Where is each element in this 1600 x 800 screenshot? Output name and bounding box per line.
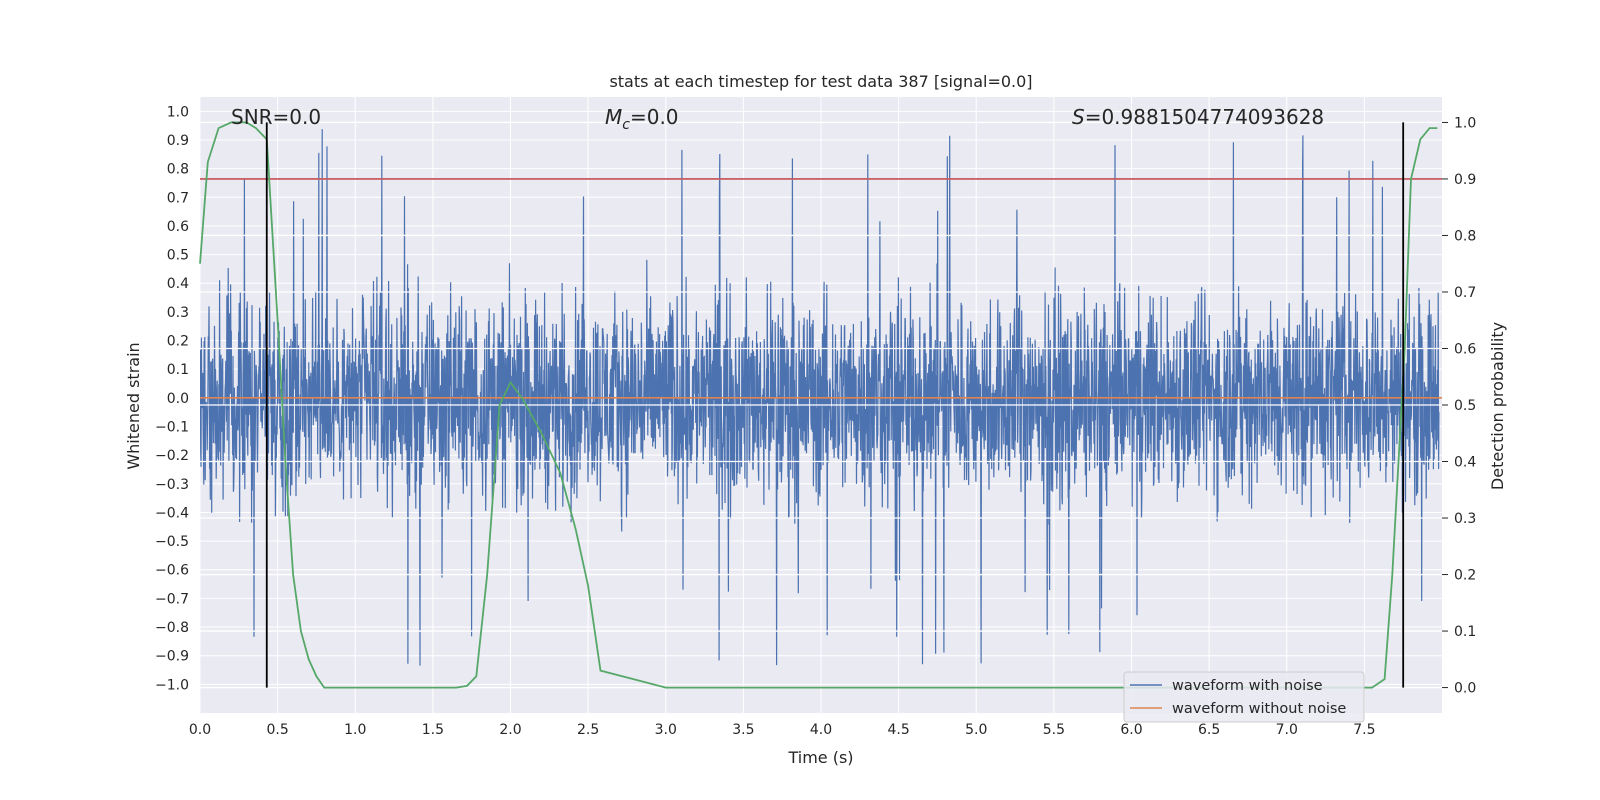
y-tick-label-15: −0.5: [155, 534, 189, 550]
y-tick-label-4: 0.6: [167, 219, 189, 235]
x-tick-label-11: 5.5: [1043, 722, 1065, 738]
y-tick-label-7: 0.3: [167, 305, 189, 321]
y-tick-label-11: −0.1: [155, 419, 189, 435]
y2-axis-label: Detection probability: [1488, 322, 1507, 490]
y-tick-label-12: −0.2: [155, 448, 189, 464]
y2-tick-label-5: 0.5: [1454, 398, 1476, 414]
marker-vlines: [265, 122, 1405, 688]
y-tick-label-16: −0.6: [155, 563, 189, 579]
y-tick-label-9: 0.1: [167, 362, 189, 378]
legend-label-noise: waveform with noise: [1172, 678, 1323, 694]
x-tick-label-8: 4.0: [810, 722, 832, 738]
x-tick-label-12: 6.0: [1120, 722, 1142, 738]
x-tick-label-10: 5.0: [965, 722, 987, 738]
series-detection-probability: [199, 121, 1438, 689]
detection-probability-line: [199, 121, 1438, 689]
y-tick-label-14: −0.4: [155, 505, 189, 521]
waveform-with-noise-line: [200, 129, 1440, 666]
x-tick-label-15: 7.5: [1353, 722, 1375, 738]
y-tick-label-17: −0.7: [155, 591, 189, 607]
y2-tick-label-7: 0.3: [1454, 511, 1476, 527]
x-tick-label-9: 4.5: [887, 722, 909, 738]
y2-tick-label-0: 1.0: [1454, 115, 1476, 131]
x-tick-label-2: 1.0: [344, 722, 366, 738]
y2-tick-labels: 1.0 0.9 0.8 0.7 0.6 0.5 0.4 0.3 0.2 0.1 0.0: [1442, 115, 1476, 697]
snr-annotation: SNR=0.0: [231, 105, 321, 129]
y2-tick-label-2: 0.8: [1454, 228, 1476, 244]
y2-tick-label-8: 0.2: [1454, 568, 1476, 584]
x-tick-label-1: 0.5: [266, 722, 288, 738]
series-waveform-with-noise: [200, 129, 1440, 666]
y-tick-label-20: −1.0: [155, 677, 189, 693]
y2-tick-label-4: 0.6: [1454, 341, 1476, 357]
legend-label-clean: waveform without noise: [1172, 701, 1346, 717]
y-tick-label-1: 0.9: [167, 133, 189, 149]
y2-tick-label-1: 0.9: [1454, 172, 1476, 188]
y-tick-label-2: 0.8: [167, 162, 189, 178]
y2-tick-label-10: 0.0: [1454, 681, 1476, 697]
y-tick-label-18: −0.8: [155, 620, 189, 636]
x-tick-label-5: 2.5: [577, 722, 599, 738]
x-tick-labels: 0.0 0.5 1.0 1.5 2.0 2.5 3.0 3.5 4.0 4.5 5.0 5.5 6.0 6…: [189, 722, 1376, 738]
y-axis-label: Whitened strain: [124, 342, 143, 469]
s-symbol: S: [1072, 105, 1085, 129]
y-tick-label-0: 1.0: [167, 104, 189, 120]
x-tick-label-7: 3.5: [732, 722, 754, 738]
s-annotation: S=0.9881504774093628: [1072, 105, 1324, 129]
mc-subscript: c: [622, 117, 630, 133]
legend: waveform with noise waveform without noi…: [1123, 671, 1365, 723]
y-tick-label-6: 0.4: [167, 276, 189, 292]
y-tick-labels: 1.0 0.9 0.8 0.7 0.6 0.5 0.4 0.3 0.2 0.1 0.0 −0.1 −0.…: [155, 104, 189, 693]
x-tick-label-3: 1.5: [422, 722, 444, 738]
x-tick-label-14: 7.0: [1276, 722, 1298, 738]
mc-symbol: M: [605, 105, 622, 129]
y2-tick-label-3: 0.7: [1454, 285, 1476, 301]
x-axis-label: Time (s): [787, 748, 853, 767]
y2-tick-label-9: 0.1: [1454, 624, 1476, 640]
s-value: =0.9881504774093628: [1085, 105, 1324, 129]
x-tick-label-6: 3.0: [655, 722, 677, 738]
x-tick-label-0: 0.0: [189, 722, 211, 738]
y-tick-label-8: 0.2: [167, 334, 189, 350]
mc-value: =0.0: [630, 105, 679, 129]
chart-title: stats at each timestep for test data 387…: [609, 72, 1032, 91]
y-tick-label-3: 0.7: [167, 190, 189, 206]
y-tick-label-19: −0.9: [155, 649, 189, 665]
y-tick-label-5: 0.5: [167, 248, 189, 264]
y2-tick-label-6: 0.4: [1454, 455, 1476, 471]
mc-annotation: Mc=0.0: [605, 105, 679, 133]
x-tick-label-4: 2.0: [499, 722, 521, 738]
legend-box: [1123, 671, 1365, 723]
y-tick-label-10: 0.0: [167, 391, 189, 407]
y-tick-label-13: −0.3: [155, 477, 189, 493]
x-tick-label-13: 6.5: [1198, 722, 1220, 738]
